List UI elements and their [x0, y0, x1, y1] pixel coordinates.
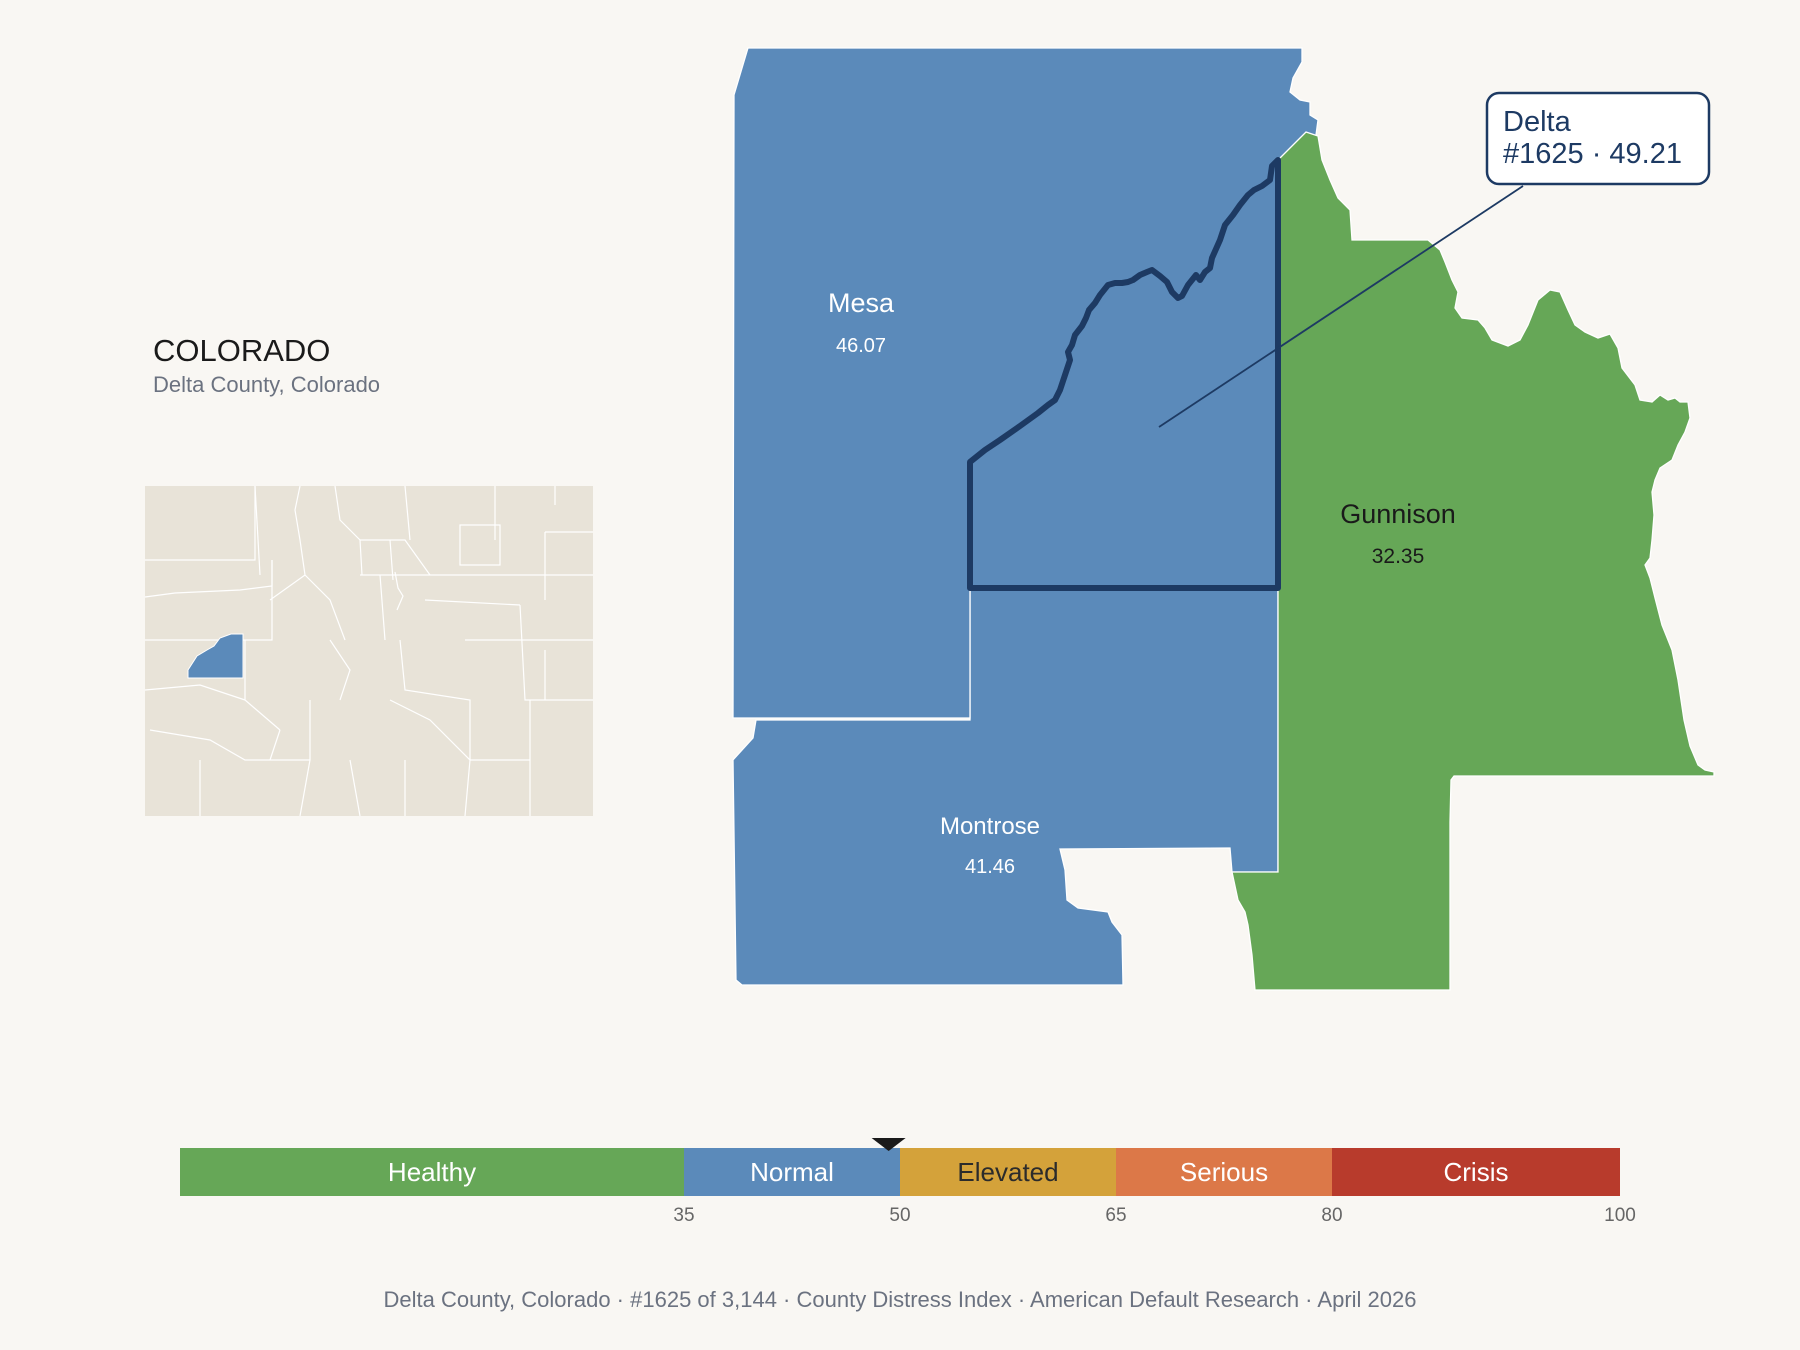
legend-label-serious: Serious — [1180, 1157, 1268, 1187]
county-gunnison[interactable] — [1231, 131, 1715, 991]
inset-county-borders — [144, 485, 593, 817]
county-montrose[interactable] — [732, 587, 1279, 986]
main-county-map — [732, 47, 1715, 991]
legend-band-healthy — [180, 1148, 684, 1196]
legend-label-normal: Normal — [750, 1157, 834, 1187]
county-label-gunnison: Gunnison — [1340, 499, 1456, 529]
footer-item: Delta County, Colorado — [384, 1287, 611, 1312]
state-title: COLORADO — [153, 333, 330, 368]
county-value-montrose: 41.46 — [965, 856, 1015, 878]
footer-attribution: Delta County, Colorado · #1625 of 3,144 … — [384, 1287, 1417, 1312]
legend-label-healthy: Healthy — [388, 1157, 476, 1187]
callout-county-name: Delta — [1503, 106, 1572, 138]
callout-rank-score: #1625 · 49.21 — [1503, 138, 1682, 170]
county-label-montrose: Montrose — [940, 813, 1040, 840]
footer-item: #1625 of 3,144 — [630, 1287, 777, 1312]
legend-label-crisis: Crisis — [1444, 1157, 1509, 1187]
county-labels: Mesa 46.07 Montrose 41.46 Gunnison 32.35 — [828, 288, 1456, 878]
distress-legend: Healthy Normal Elevated Serious Crisis 35 50 65… — [180, 1138, 1636, 1226]
footer-item: April 2026 — [1317, 1287, 1416, 1312]
state-inset-map — [144, 485, 593, 817]
legend-band-normal — [684, 1148, 900, 1196]
callout-box — [1485, 91, 1711, 186]
county-label-mesa: Mesa — [828, 288, 895, 318]
legend-band-crisis — [1332, 1148, 1620, 1196]
legend-band-elevated — [900, 1148, 1116, 1196]
footer-separator: · — [777, 1287, 797, 1312]
footer-item: American Default Research — [1030, 1287, 1299, 1312]
legend-tick-80: 80 — [1321, 1205, 1342, 1226]
legend-label-elevated: Elevated — [957, 1157, 1058, 1187]
callout-leader-line — [1158, 185, 1524, 428]
county-subtitle: Delta County, Colorado — [153, 372, 380, 397]
legend-tick-65: 65 — [1105, 1205, 1126, 1226]
county-value-mesa: 46.07 — [836, 335, 886, 357]
legend-tick-100: 100 — [1604, 1205, 1636, 1226]
footer-separator: · — [611, 1287, 631, 1312]
footer-separator: · — [1012, 1287, 1030, 1312]
legend-score-marker — [871, 1138, 906, 1151]
county-value-gunnison: 32.35 — [1372, 545, 1425, 568]
county-delta[interactable] — [967, 157, 1281, 591]
footer-separator: · — [1299, 1287, 1317, 1312]
legend-band-serious — [1116, 1148, 1332, 1196]
legend-tick-35: 35 — [673, 1205, 694, 1226]
inset-delta-highlight — [187, 633, 244, 679]
footer-item: County Distress Index — [797, 1287, 1012, 1312]
delta-callout: Delta #1625 · 49.21 — [1158, 91, 1711, 428]
legend-tick-50: 50 — [889, 1205, 910, 1226]
